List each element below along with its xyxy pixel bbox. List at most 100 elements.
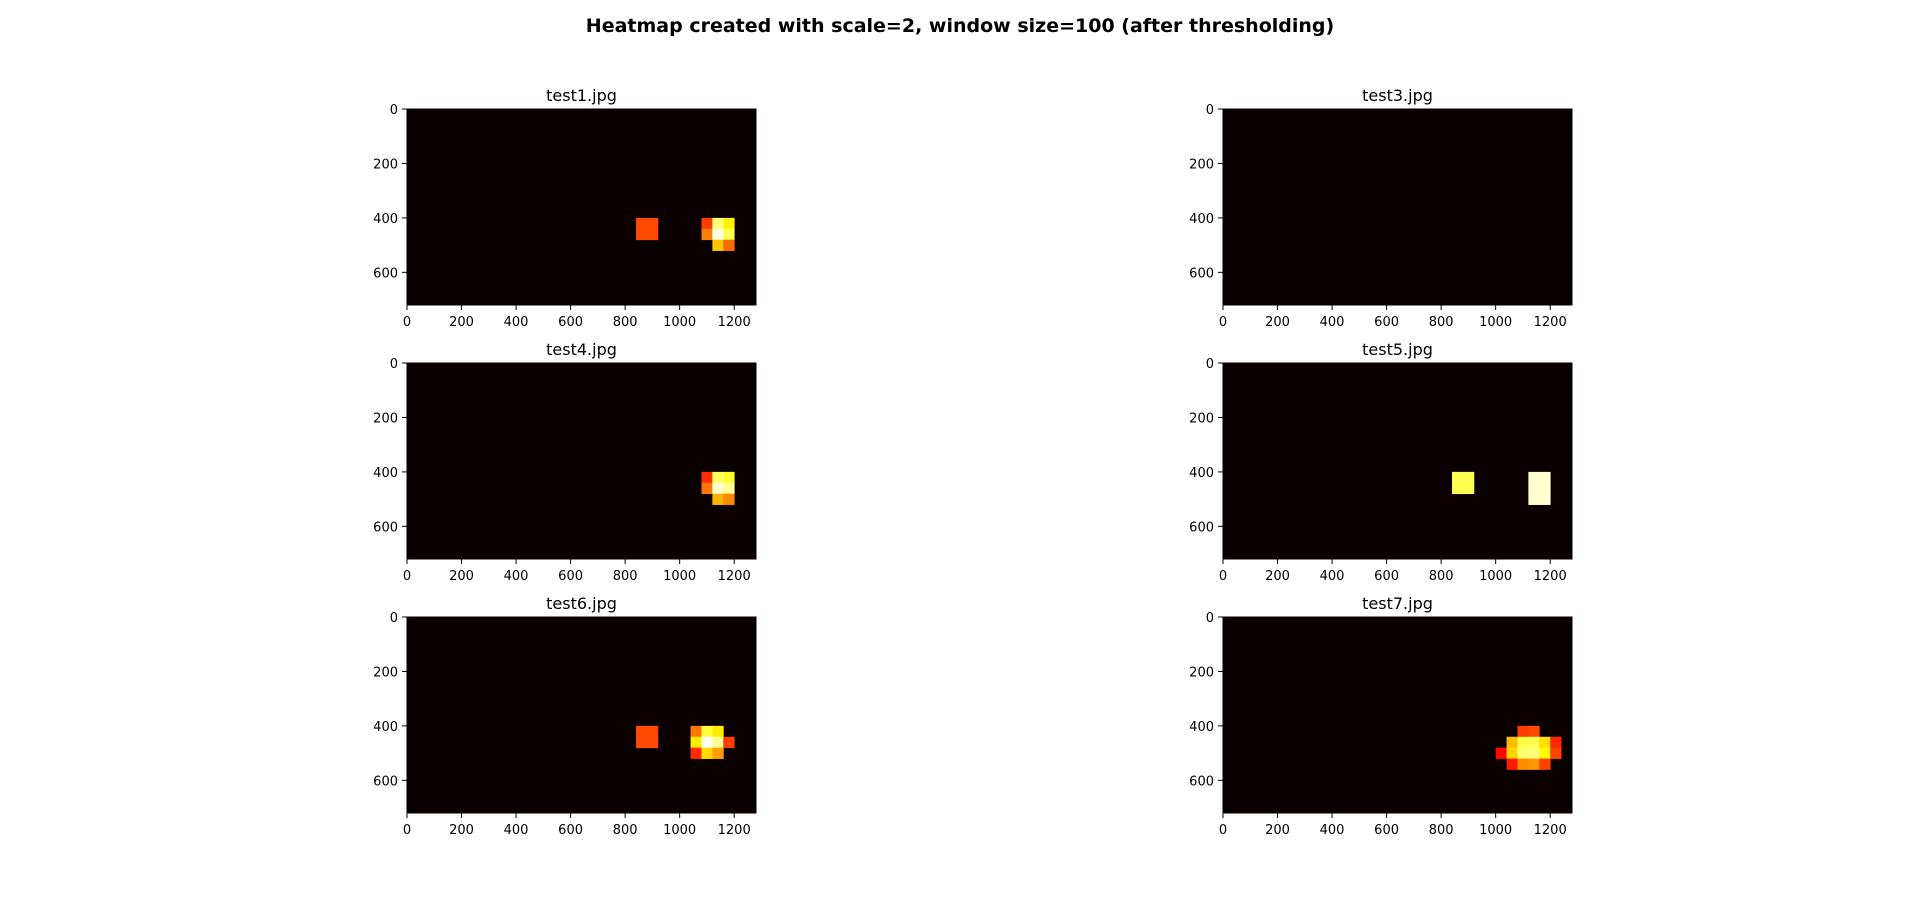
x-tick-label: 200 — [1265, 823, 1290, 838]
subplot-grid: test1.jpg 0 200 400 600 800 1000 1200 0 200 400 600… — [373, 86, 1573, 838]
axes-frame — [1222, 616, 1573, 814]
heatmap-cells — [636, 725, 735, 759]
heatmap-cell — [1550, 747, 1562, 759]
x-tick-label: 600 — [1374, 569, 1399, 584]
heatmap-cell — [690, 725, 702, 738]
x-tick-label: 400 — [1320, 315, 1345, 330]
heatmap-cell — [646, 725, 659, 738]
x-tick-label: 400 — [504, 569, 529, 584]
x-tick-label: 1200 — [1534, 315, 1567, 330]
subplot-2: test3.jpg 0 200 400 600 800 1000 1200 0 200 400 600 — [1189, 86, 1573, 330]
y-tick-label: 600 — [373, 520, 398, 535]
heatmap-cell — [701, 471, 713, 484]
heatmap-cell — [701, 228, 713, 241]
heatmap-cell — [636, 736, 648, 749]
heatmap-background — [1223, 109, 1572, 305]
heatmap-cell — [1517, 725, 1529, 738]
heatmap-cell — [1550, 736, 1562, 749]
y-tick-label: 0 — [390, 611, 398, 626]
x-tick-label: 1000 — [663, 315, 696, 330]
axes-frame — [1222, 108, 1573, 306]
heatmap-cells — [1495, 725, 1562, 770]
heatmap-cell — [1539, 482, 1551, 495]
heatmap-cell — [712, 471, 724, 484]
subplot-3: test4.jpg 0 200 400 600 800 1000 1200 0 200 400 600 — [373, 340, 757, 584]
x-tick-label: 200 — [449, 569, 474, 584]
y-tick-label: 400 — [373, 212, 398, 227]
heatmap-cell — [1495, 747, 1507, 759]
heatmap-cell — [1539, 747, 1551, 759]
y-tick-label: 200 — [1189, 157, 1214, 172]
x-tick-label: 0 — [1219, 569, 1227, 584]
heatmap-cell — [1528, 493, 1540, 505]
heatmap-background — [407, 617, 756, 813]
heatmap-cell — [646, 736, 659, 749]
x-tick-label: 0 — [403, 569, 411, 584]
subplot-title: test1.jpg — [546, 86, 617, 105]
heatmap-cell — [1539, 736, 1551, 749]
heatmap-cell — [701, 482, 713, 495]
x-tick-label: 1000 — [1479, 315, 1512, 330]
x-tick-label: 800 — [1429, 569, 1454, 584]
axes-frame — [1222, 362, 1573, 560]
heatmap-cell — [1452, 482, 1464, 495]
x-tick-label: 1200 — [718, 315, 751, 330]
x-tick-label: 1000 — [1479, 823, 1512, 838]
heatmap-cell — [723, 482, 735, 495]
x-tick-label: 600 — [1374, 315, 1399, 330]
x-tick-label: 400 — [504, 823, 529, 838]
heatmap-cells — [636, 217, 735, 251]
y-tick-label: 600 — [1189, 774, 1214, 789]
heatmap-cell — [636, 228, 648, 241]
heatmap-cell — [712, 217, 724, 230]
heatmap-cell — [690, 736, 702, 749]
axes-frame — [406, 108, 757, 306]
heatmap-cell — [712, 228, 724, 241]
heatmap-cell — [701, 736, 713, 749]
heatmap-cell — [1506, 736, 1518, 749]
y-tick-label: 0 — [1206, 611, 1214, 626]
axes-frame — [406, 616, 757, 814]
heatmap-cell — [1517, 747, 1529, 759]
heatmap-cell — [1506, 747, 1518, 759]
heatmap-cell — [1528, 747, 1540, 759]
heatmap-background — [1223, 363, 1572, 559]
heatmap-cell — [1462, 471, 1475, 484]
x-tick-label: 1000 — [663, 823, 696, 838]
x-tick-label: 800 — [613, 315, 638, 330]
y-tick-label: 400 — [1189, 212, 1214, 227]
x-tick-label: 200 — [1265, 315, 1290, 330]
x-tick-label: 1200 — [1534, 569, 1567, 584]
heatmap-cell — [723, 471, 735, 484]
heatmap-cell — [1528, 471, 1540, 484]
heatmap-cell — [712, 493, 724, 505]
x-tick-label: 1200 — [1534, 823, 1567, 838]
x-tick-label: 200 — [449, 823, 474, 838]
heatmap-cell — [646, 217, 659, 230]
heatmap-cell — [1506, 758, 1518, 770]
y-tick-label: 0 — [1206, 357, 1214, 372]
x-tick-label: 0 — [403, 315, 411, 330]
heatmap-cell — [712, 725, 724, 738]
heatmap-cell — [646, 228, 659, 241]
y-tick-label: 600 — [373, 774, 398, 789]
y-tick-label: 600 — [1189, 520, 1214, 535]
subplot-title: test4.jpg — [546, 340, 617, 359]
heatmap-cell — [1528, 725, 1540, 738]
heatmap-cell — [1539, 493, 1551, 505]
heatmap-cell — [1517, 758, 1529, 770]
x-tick-label: 600 — [1374, 823, 1399, 838]
heatmap-cell — [723, 736, 735, 749]
subplot-title: test6.jpg — [546, 594, 617, 613]
y-tick-label: 0 — [390, 103, 398, 118]
axes-frame — [406, 362, 757, 560]
x-tick-label: 400 — [1320, 823, 1345, 838]
heatmap-cell — [1528, 482, 1540, 495]
y-tick-label: 400 — [373, 466, 398, 481]
heatmap-cell — [701, 217, 713, 230]
y-tick-label: 200 — [1189, 665, 1214, 680]
heatmap-cell — [636, 725, 648, 738]
heatmap-cell — [1462, 482, 1475, 495]
y-tick-label: 400 — [373, 720, 398, 735]
subplot-1: test1.jpg 0 200 400 600 800 1000 1200 0 200 400 600 — [373, 86, 757, 330]
